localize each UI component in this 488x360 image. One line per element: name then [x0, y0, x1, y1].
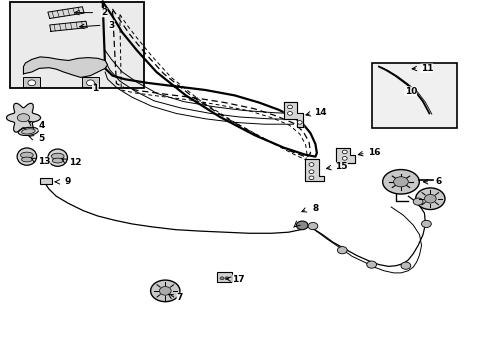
Bar: [371, 63, 456, 128]
Text: 12: 12: [68, 158, 81, 167]
Circle shape: [296, 221, 307, 230]
Ellipse shape: [415, 188, 444, 210]
Circle shape: [220, 277, 224, 280]
Polygon shape: [336, 148, 354, 163]
Circle shape: [337, 247, 346, 254]
Ellipse shape: [17, 148, 37, 165]
Text: 17: 17: [232, 275, 244, 284]
Text: 5: 5: [39, 134, 44, 143]
Text: 16: 16: [367, 148, 380, 157]
Circle shape: [308, 176, 313, 180]
Text: 1: 1: [92, 85, 98, 94]
Ellipse shape: [21, 129, 35, 134]
Text: 15: 15: [334, 162, 347, 171]
Bar: [10, 2, 144, 88]
Text: 10: 10: [404, 86, 416, 95]
Text: 14: 14: [314, 108, 326, 117]
Polygon shape: [6, 103, 41, 132]
Ellipse shape: [159, 287, 171, 295]
Text: 13: 13: [38, 157, 50, 166]
Ellipse shape: [393, 177, 407, 187]
Ellipse shape: [20, 152, 33, 158]
Ellipse shape: [150, 280, 180, 302]
Text: 6: 6: [435, 177, 441, 186]
Circle shape: [421, 220, 430, 228]
Ellipse shape: [424, 194, 435, 203]
Ellipse shape: [48, 149, 67, 166]
Text: 3: 3: [108, 21, 114, 30]
Ellipse shape: [382, 170, 418, 194]
Circle shape: [342, 157, 346, 160]
Text: 7: 7: [176, 293, 183, 302]
Polygon shape: [23, 57, 107, 77]
Circle shape: [342, 150, 346, 154]
Ellipse shape: [51, 153, 64, 159]
Ellipse shape: [17, 114, 30, 122]
Circle shape: [400, 262, 410, 269]
Circle shape: [287, 112, 292, 115]
Ellipse shape: [52, 158, 63, 163]
Circle shape: [308, 163, 313, 166]
Polygon shape: [50, 21, 87, 31]
Circle shape: [287, 105, 292, 109]
Circle shape: [28, 80, 36, 86]
Circle shape: [366, 261, 376, 268]
Text: 9: 9: [64, 177, 71, 186]
Ellipse shape: [21, 157, 32, 162]
Polygon shape: [48, 7, 84, 18]
Polygon shape: [283, 102, 303, 127]
Ellipse shape: [18, 127, 39, 135]
Bar: [217, 272, 231, 282]
Bar: [40, 178, 52, 184]
Text: 4: 4: [38, 122, 45, 130]
Text: 8: 8: [312, 204, 318, 213]
Bar: [23, 77, 40, 87]
Circle shape: [307, 222, 317, 230]
Polygon shape: [304, 159, 324, 181]
Circle shape: [297, 121, 302, 124]
Text: 2: 2: [101, 8, 107, 17]
Circle shape: [308, 170, 313, 174]
Text: 11: 11: [420, 64, 432, 73]
Bar: [81, 77, 99, 87]
Circle shape: [412, 198, 422, 205]
Circle shape: [224, 277, 228, 280]
Circle shape: [86, 80, 94, 86]
